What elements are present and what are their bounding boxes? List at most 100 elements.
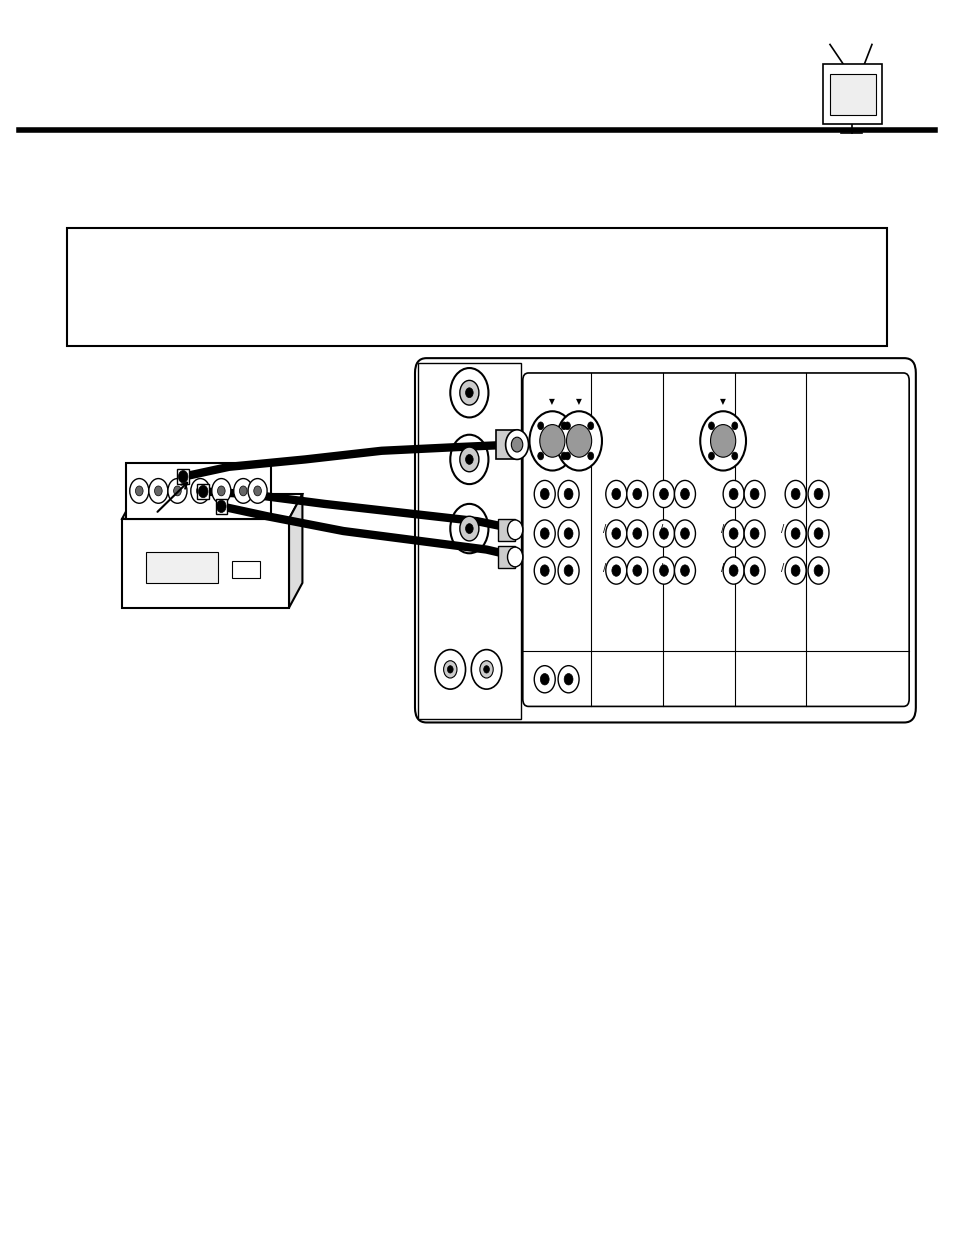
Circle shape [659, 527, 668, 540]
Bar [215, 499, 227, 514]
Circle shape [626, 480, 647, 508]
Circle shape [560, 452, 566, 459]
Bar [496, 430, 517, 459]
Circle shape [537, 452, 543, 459]
Circle shape [248, 479, 267, 504]
Circle shape [558, 480, 578, 508]
Circle shape [708, 422, 714, 430]
Bar [497, 519, 515, 541]
Circle shape [605, 480, 626, 508]
Circle shape [459, 516, 478, 541]
Bar [232, 561, 260, 578]
Circle shape [659, 488, 668, 500]
Circle shape [566, 425, 591, 457]
Text: /: / [602, 563, 606, 573]
Circle shape [722, 480, 743, 508]
Circle shape [632, 488, 641, 500]
Circle shape [749, 564, 759, 577]
Circle shape [679, 564, 689, 577]
Circle shape [507, 520, 522, 540]
Circle shape [563, 673, 573, 685]
Circle shape [558, 666, 578, 693]
Circle shape [534, 520, 555, 547]
Circle shape [611, 564, 620, 577]
Circle shape [558, 557, 578, 584]
Circle shape [605, 557, 626, 584]
Circle shape [539, 425, 564, 457]
Circle shape [558, 520, 578, 547]
Bar [822, 64, 882, 124]
Circle shape [479, 661, 493, 678]
Circle shape [168, 479, 187, 504]
Circle shape [534, 480, 555, 508]
Circle shape [529, 411, 575, 471]
Circle shape [587, 422, 593, 430]
Circle shape [507, 547, 522, 567]
Circle shape [790, 488, 800, 500]
Circle shape [743, 480, 764, 508]
Circle shape [743, 557, 764, 584]
Bar [829, 74, 875, 115]
Circle shape [679, 488, 689, 500]
Circle shape [198, 485, 208, 498]
Circle shape [728, 488, 738, 500]
Text: /: / [659, 524, 663, 534]
Circle shape [459, 380, 478, 405]
Circle shape [605, 520, 626, 547]
Circle shape [563, 488, 573, 500]
Bar [197, 484, 209, 499]
Text: /: / [659, 563, 663, 573]
Circle shape [728, 564, 738, 577]
Circle shape [700, 411, 745, 471]
Circle shape [653, 520, 674, 547]
Circle shape [253, 487, 261, 496]
Circle shape [173, 487, 181, 496]
Circle shape [731, 422, 737, 430]
Circle shape [154, 487, 162, 496]
Circle shape [483, 666, 489, 673]
Circle shape [149, 479, 168, 504]
Circle shape [564, 452, 570, 459]
Circle shape [564, 422, 570, 430]
Circle shape [728, 527, 738, 540]
Circle shape [435, 650, 465, 689]
Circle shape [674, 520, 695, 547]
Bar [67, 228, 886, 346]
Text: /: / [780, 563, 783, 573]
Bar [417, 363, 520, 719]
Circle shape [465, 454, 473, 464]
Circle shape [632, 564, 641, 577]
Circle shape [130, 479, 149, 504]
Circle shape [539, 673, 549, 685]
Circle shape [191, 479, 210, 504]
Circle shape [534, 557, 555, 584]
Circle shape [233, 479, 253, 504]
Text: ▼: ▼ [549, 398, 555, 406]
Circle shape [790, 527, 800, 540]
Bar [122, 519, 289, 608]
Circle shape [563, 527, 573, 540]
Circle shape [196, 487, 204, 496]
Circle shape [722, 520, 743, 547]
Circle shape [784, 480, 805, 508]
Circle shape [212, 479, 231, 504]
Circle shape [743, 520, 764, 547]
Circle shape [539, 527, 549, 540]
Bar [177, 469, 189, 484]
Circle shape [450, 504, 488, 553]
Circle shape [443, 661, 456, 678]
Circle shape [511, 437, 522, 452]
Circle shape [465, 524, 473, 534]
Circle shape [471, 650, 501, 689]
Circle shape [807, 557, 828, 584]
Circle shape [710, 425, 735, 457]
Circle shape [653, 480, 674, 508]
Circle shape [459, 447, 478, 472]
FancyBboxPatch shape [415, 358, 915, 722]
Circle shape [563, 564, 573, 577]
Bar [126, 463, 271, 519]
FancyBboxPatch shape [522, 373, 908, 706]
Circle shape [790, 564, 800, 577]
Circle shape [632, 527, 641, 540]
Circle shape [450, 435, 488, 484]
